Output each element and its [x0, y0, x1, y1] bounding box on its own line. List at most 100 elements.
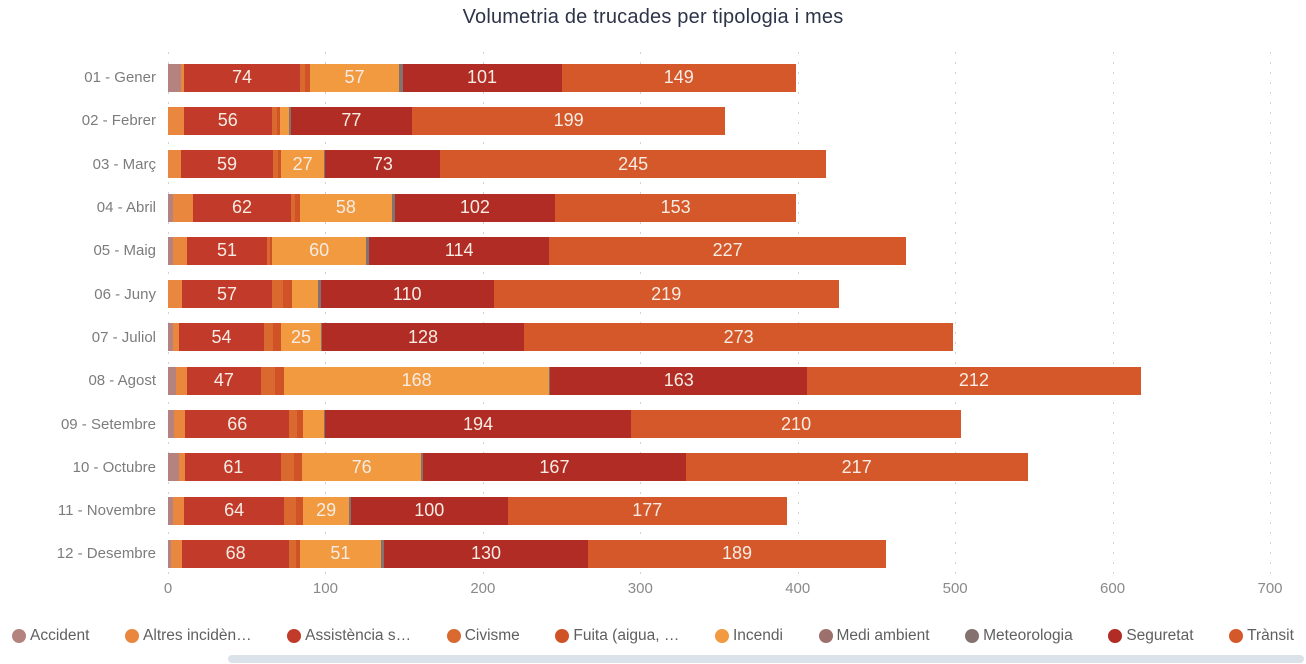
bar-segment[interactable]	[295, 193, 301, 222]
bar-segment[interactable]	[270, 236, 272, 265]
bar-segment[interactable]	[295, 496, 304, 525]
bar-segment[interactable]: 54	[179, 323, 265, 352]
bar-segment[interactable]: 130	[383, 539, 589, 568]
bar-segment[interactable]	[284, 496, 296, 525]
bar-segment[interactable]: 128	[322, 323, 524, 352]
bar-segment[interactable]	[179, 453, 186, 482]
bar-segment[interactable]	[271, 280, 283, 309]
bar-segment[interactable]: 64	[183, 496, 285, 525]
bar-segment[interactable]: 25	[281, 323, 321, 352]
bar-segment[interactable]	[273, 323, 282, 352]
bar-segment[interactable]: 59	[180, 150, 274, 179]
bar-segment[interactable]: 168	[284, 366, 549, 395]
bar-segment[interactable]	[304, 63, 310, 92]
bar-segment[interactable]: 51	[300, 539, 381, 568]
bar-segment[interactable]: 62	[193, 193, 291, 222]
bar-segment[interactable]	[168, 106, 184, 135]
bar-segment[interactable]	[366, 236, 370, 265]
bar-segment[interactable]	[289, 410, 298, 439]
bar-segment[interactable]: 61	[185, 453, 282, 482]
legend-item[interactable]: Civisme	[446, 627, 520, 645]
bar-segment[interactable]: 199	[411, 106, 726, 135]
bar-segment[interactable]: 57	[182, 280, 272, 309]
bar-segment[interactable]: 227	[548, 236, 907, 265]
bar-segment[interactable]: 153	[555, 193, 797, 222]
bar-segment[interactable]	[548, 366, 551, 395]
bar-segment[interactable]: 217	[685, 453, 1028, 482]
bar-segment[interactable]	[293, 453, 302, 482]
bar-segment[interactable]	[175, 366, 187, 395]
legend-item[interactable]: Fuita (aigua, …	[555, 627, 679, 645]
bar-segment[interactable]	[323, 410, 326, 439]
horizontal-scrollbar[interactable]	[228, 655, 1304, 663]
bar-segment[interactable]: 60	[271, 236, 367, 265]
bar-segment[interactable]	[421, 453, 423, 482]
bar-segment[interactable]	[295, 539, 301, 568]
bar-segment[interactable]	[267, 236, 271, 265]
bar-segment[interactable]	[349, 496, 351, 525]
bar-segment[interactable]: 101	[402, 63, 562, 92]
bar-segment[interactable]	[168, 150, 181, 179]
bar-segment[interactable]: 58	[300, 193, 392, 222]
bar-segment[interactable]: 163	[550, 366, 808, 395]
bar-segment[interactable]: 57	[309, 63, 400, 92]
legend-item[interactable]: Incendi	[714, 627, 783, 645]
bar-segment[interactable]	[172, 193, 194, 222]
bar-segment[interactable]	[273, 150, 279, 179]
bar-segment[interactable]	[168, 366, 176, 395]
bar-segment[interactable]: 29	[303, 496, 349, 525]
legend-item[interactable]: Medi ambient	[818, 627, 930, 645]
bar-segment[interactable]	[292, 280, 318, 309]
bar-segment[interactable]	[300, 63, 305, 92]
bar-segment[interactable]	[317, 280, 321, 309]
bar-segment[interactable]	[320, 323, 323, 352]
bar-segment[interactable]: 76	[301, 453, 422, 482]
bar-segment[interactable]	[380, 539, 384, 568]
bar-segment[interactable]	[275, 366, 285, 395]
bar-segment[interactable]: 66	[185, 410, 290, 439]
bar-segment[interactable]: 100	[350, 496, 508, 525]
bar-segment[interactable]	[271, 106, 277, 135]
bar-segment[interactable]	[323, 150, 326, 179]
bar-segment[interactable]: 149	[561, 63, 797, 92]
bar-segment[interactable]	[180, 63, 184, 92]
bar-segment[interactable]: 273	[523, 323, 954, 352]
bar-segment[interactable]: 73	[325, 150, 441, 179]
bar-segment[interactable]	[289, 106, 291, 135]
bar-segment[interactable]: 74	[183, 63, 301, 92]
bar-segment[interactable]: 77	[290, 106, 412, 135]
bar-segment[interactable]	[168, 193, 173, 222]
bar-segment[interactable]	[171, 539, 183, 568]
bar-segment[interactable]: 68	[182, 539, 290, 568]
bar-segment[interactable]: 210	[630, 410, 962, 439]
legend-item[interactable]: Assistència s…	[287, 627, 411, 645]
bar-segment[interactable]: 102	[394, 193, 556, 222]
bar-segment[interactable]	[168, 323, 173, 352]
bar-segment[interactable]	[168, 496, 173, 525]
bar-segment[interactable]	[279, 106, 290, 135]
bar-segment[interactable]	[174, 410, 186, 439]
bar-segment[interactable]	[172, 236, 187, 265]
bar-segment[interactable]: 56	[183, 106, 272, 135]
bar-segment[interactable]	[168, 539, 172, 568]
legend-item[interactable]: Seguretat	[1108, 627, 1194, 645]
bar-segment[interactable]	[172, 496, 184, 525]
bar-segment[interactable]	[264, 323, 274, 352]
bar-segment[interactable]	[168, 410, 175, 439]
legend-item[interactable]: Accident	[12, 627, 89, 645]
bar-segment[interactable]	[168, 63, 181, 92]
bar-segment[interactable]	[290, 193, 296, 222]
bar-segment[interactable]	[168, 280, 183, 309]
legend-item[interactable]: Altres incidèn…	[125, 627, 252, 645]
bar-segment[interactable]: 110	[320, 280, 494, 309]
bar-segment[interactable]	[168, 453, 180, 482]
bar-segment[interactable]: 114	[369, 236, 549, 265]
bar-segment[interactable]	[303, 410, 324, 439]
bar-segment[interactable]	[276, 106, 280, 135]
bar-segment[interactable]: 51	[186, 236, 268, 265]
bar-segment[interactable]	[399, 63, 403, 92]
bar-segment[interactable]	[172, 323, 180, 352]
bar-segment[interactable]	[260, 366, 276, 395]
bar-segment[interactable]	[391, 193, 395, 222]
bar-segment[interactable]	[282, 280, 293, 309]
